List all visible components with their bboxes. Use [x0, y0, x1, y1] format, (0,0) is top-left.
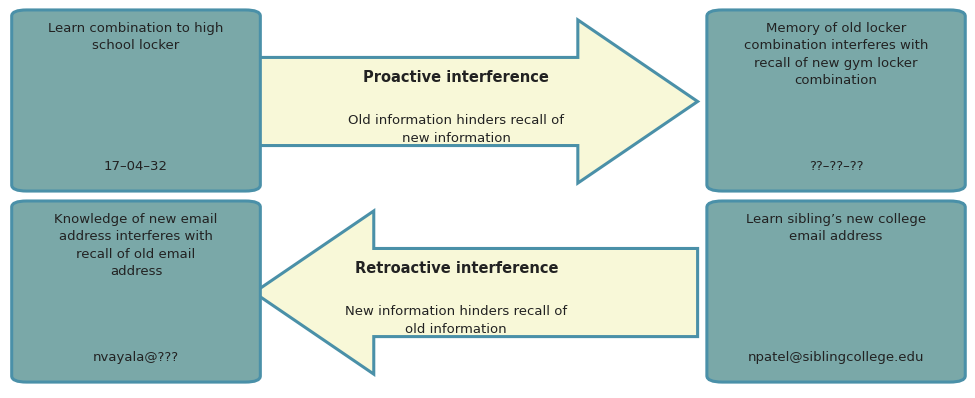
FancyBboxPatch shape	[707, 10, 965, 191]
Polygon shape	[254, 211, 698, 374]
Text: 17–04–32: 17–04–32	[104, 160, 168, 173]
Text: ??–??–??: ??–??–??	[809, 160, 863, 173]
Text: Learn sibling’s new college
email address: Learn sibling’s new college email addres…	[746, 213, 926, 244]
Text: Old information hinders recall of
new information: Old information hinders recall of new in…	[348, 114, 565, 145]
Polygon shape	[254, 20, 698, 183]
Text: Learn combination to high
school locker: Learn combination to high school locker	[49, 22, 223, 53]
Text: Memory of old locker
combination interferes with
recall of new gym locker
combin: Memory of old locker combination interfe…	[744, 22, 928, 88]
Text: nvayala@???: nvayala@???	[93, 351, 179, 364]
Text: Proactive interference: Proactive interference	[364, 70, 549, 85]
FancyBboxPatch shape	[707, 201, 965, 382]
FancyBboxPatch shape	[12, 201, 260, 382]
Text: Knowledge of new email
address interferes with
recall of old email
address: Knowledge of new email address interfere…	[55, 213, 217, 279]
Text: Retroactive interference: Retroactive interference	[355, 261, 558, 276]
FancyBboxPatch shape	[12, 10, 260, 191]
Text: npatel@siblingcollege.edu: npatel@siblingcollege.edu	[748, 351, 924, 364]
Text: New information hinders recall of
old information: New information hinders recall of old in…	[345, 305, 567, 336]
